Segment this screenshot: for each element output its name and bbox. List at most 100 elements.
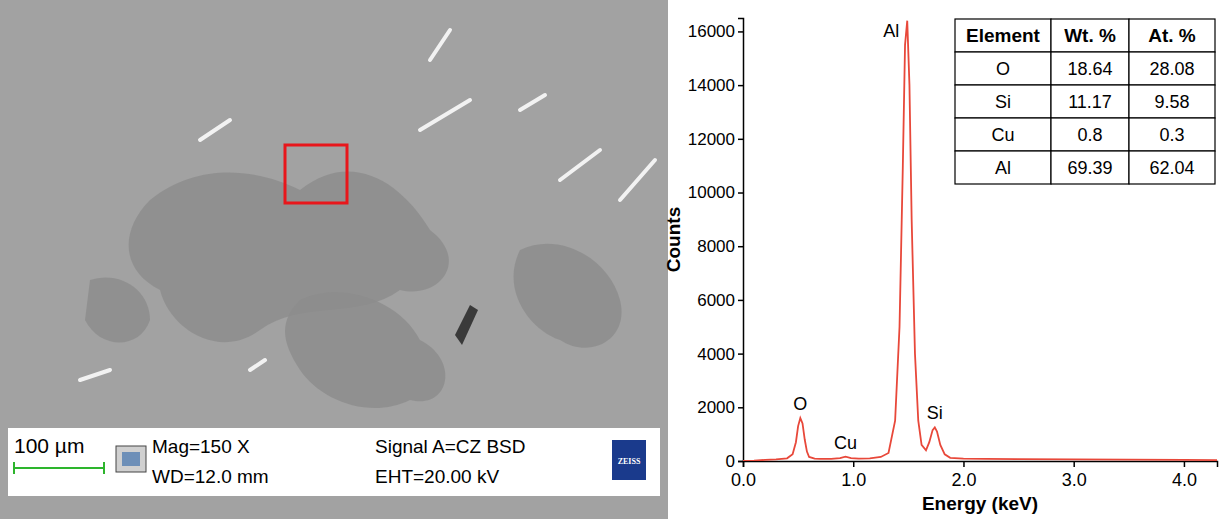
sem-region [285,292,445,408]
table-header: Element [966,25,1041,46]
y-tick-mark [738,353,743,355]
x-tick-label: 4.0 [1172,470,1197,490]
logo-box [612,440,646,480]
y-tick-mark [738,461,743,463]
x-tick: 2.0 [951,461,976,490]
magnification: Mag=150 X [152,436,250,457]
sem-particle [250,360,265,370]
table-value: 0.8 [1077,125,1102,145]
table-value: Cu [991,125,1014,145]
table-cell [955,85,1051,118]
peak-label: Si [927,403,943,423]
scale-bar-line [14,467,104,469]
logo: ZEISS [618,457,641,466]
sem-region [514,244,622,348]
y-axis: 0 2000 4000 6000 8000 10000 12000 14000 16000 [688,19,744,471]
y-axis-title: Counts [663,207,684,272]
y-tick: 10000 [688,183,743,202]
table-value: Al [995,158,1011,178]
y-tick: 4000 [697,345,743,364]
table-cell [1051,19,1129,52]
table-value: 69.39 [1067,158,1112,178]
y-tick: 8000 [697,237,743,256]
sem-particle [430,30,450,60]
table-value: 0.3 [1159,125,1184,145]
table-value: 28.08 [1149,59,1194,79]
y-tick-mark [738,139,743,141]
x-tick-mark [1184,461,1186,467]
table-cell [1051,151,1129,184]
table-header: At. % [1148,25,1196,46]
y-tick-label: 8000 [697,237,735,256]
x-axis-line [744,462,1218,468]
table-value: 11.17 [1068,92,1112,112]
y-tick-label: 14000 [688,76,735,95]
table-cell [955,52,1051,85]
peak-label: O [793,394,807,414]
scale-bar-line [13,462,15,474]
table-cell [955,151,1051,184]
y-tick-mark [738,85,743,87]
y-tick-label: 2000 [697,398,735,417]
table-cell [1129,85,1215,118]
table-cell [1129,19,1215,52]
figure: 100 µm Mag=150 X WD=12.0 mm Signal A=CZ BSD… [0,0,1220,519]
y-tick-label: 16000 [688,22,735,41]
lab-icon [116,446,146,472]
peak-label: Al [883,21,899,41]
annotations: OCuAlSi [793,21,942,453]
sem-particle [620,160,655,200]
table-cell [1051,118,1129,151]
x-axis: 0.0 1.0 2.0 3.0 4.0 [731,461,1218,490]
table-cell [955,19,1051,52]
x-tick-label: 0.0 [731,470,756,490]
table-value: 9.58 [1154,92,1189,112]
scale-bar [14,462,104,474]
y-tick-mark [738,407,743,409]
sem-region [85,277,150,342]
table-value: 62.04 [1149,158,1194,178]
x-tick-mark [853,461,855,467]
y-tick-label: 12000 [688,130,735,149]
signal: Signal A=CZ BSD [375,436,526,457]
table-cell [1129,151,1215,184]
spectrum-line [743,21,1217,461]
lab-icon-part [116,446,146,472]
scale-bar-label: 100 µm [14,434,84,457]
sem-particle [200,120,230,140]
y-tick-mark [738,31,743,33]
y-tick-mark [738,300,743,302]
y-tick-label: 10000 [688,183,735,202]
chart: 0.0 1.0 2.0 3.0 4.0 0 2000 4000 6000 8000 10000 120… [663,18,1218,514]
x-axis-title: Energy (keV) [922,493,1038,514]
table-cell [955,118,1051,151]
x-tick-label: 2.0 [951,470,976,490]
y-tick-label: 4000 [697,345,735,364]
sem-background [0,0,668,519]
info-bar [8,428,660,496]
y-tick-mark [738,192,743,194]
sem-pore [455,305,478,345]
y-tick-mark [738,246,743,248]
y-tick: 14000 [688,76,743,95]
y-tick-label: 0 [726,452,735,471]
table-cell [1051,85,1129,118]
y-axis-line [738,19,744,462]
analysis-box [285,145,347,203]
working-distance: WD=12.0 mm [152,466,269,487]
scale-bar-line [103,462,105,474]
sem-particle [560,150,600,180]
table-cell [1129,52,1215,85]
y-tick-label: 6000 [697,291,735,310]
x-tick-mark [1073,461,1075,467]
x-tick-mark [963,461,965,467]
x-tick: 4.0 [1172,461,1197,490]
x-tick: 3.0 [1062,461,1087,490]
x-tick: 1.0 [841,461,866,490]
table-value: O [996,59,1010,79]
y-tick: 0 [726,452,743,471]
marks [743,21,1217,461]
table-cell [1051,52,1129,85]
x-tick-label: 3.0 [1062,470,1087,490]
y-tick: 16000 [688,22,743,41]
